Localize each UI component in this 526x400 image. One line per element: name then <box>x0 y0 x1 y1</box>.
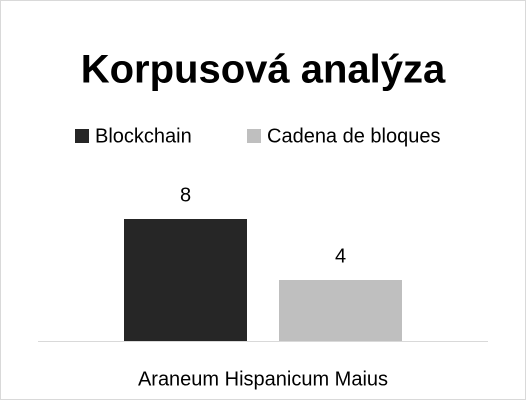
x-tick-label: Araneum Hispanicum Maius <box>138 368 388 390</box>
data-label: 8 <box>180 184 191 206</box>
legend-label: Blockchain <box>95 125 192 147</box>
legend-swatch <box>247 129 261 143</box>
bar <box>279 280 402 341</box>
data-label: 4 <box>335 245 346 267</box>
chart-title: Korpusová analýza <box>81 48 446 92</box>
legend-swatch <box>75 129 89 143</box>
bar <box>124 219 247 341</box>
legend-label: Cadena de bloques <box>267 125 440 147</box>
